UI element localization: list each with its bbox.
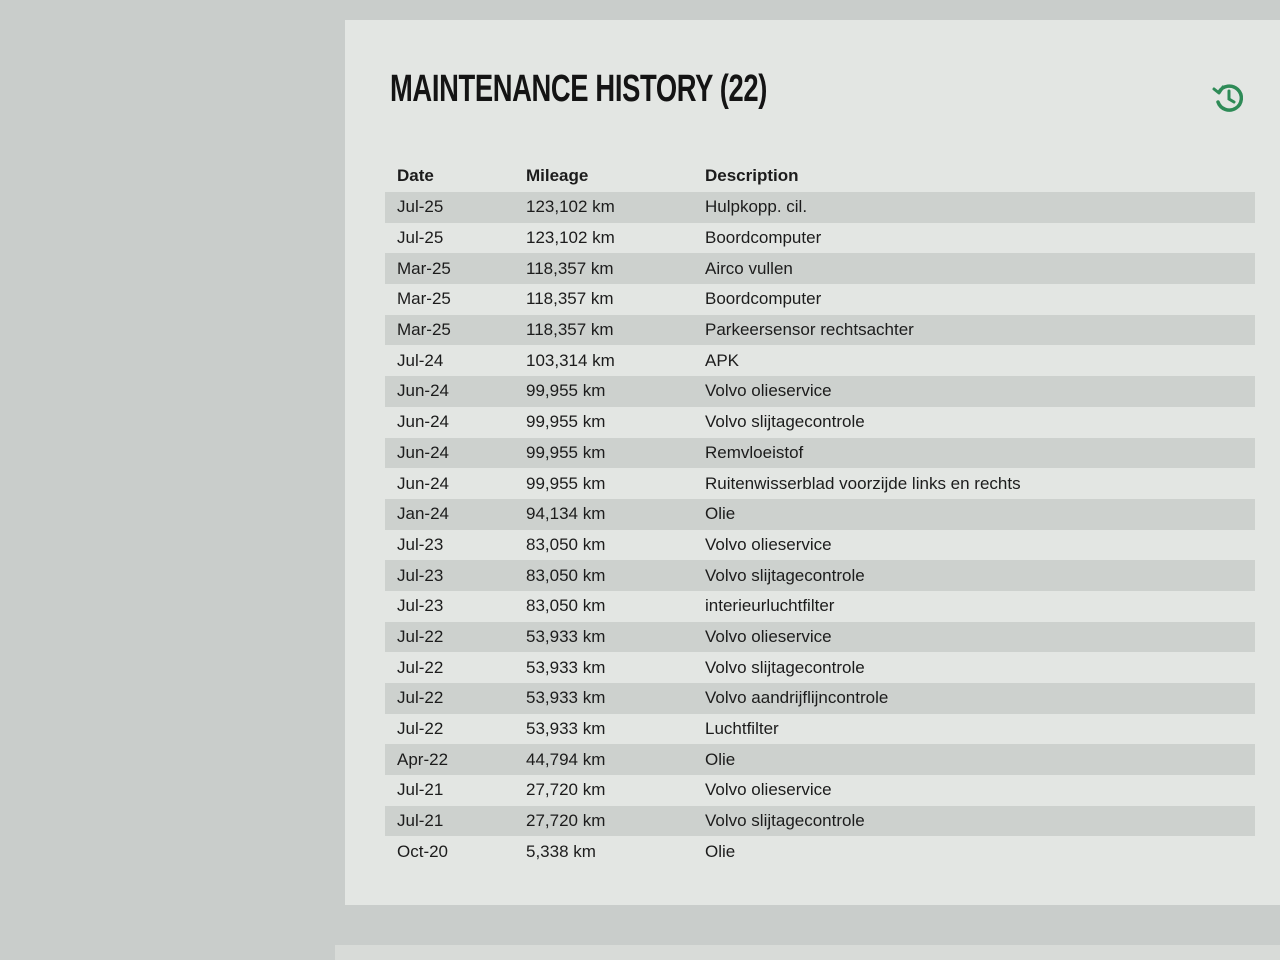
date-cell: Jul-25 [397,228,444,248]
maintenance-history-panel: MAINTENANCE HISTORY (22) Date Mileage De… [345,20,1280,905]
date-cell: Jul-21 [397,811,444,831]
date-cell: Jul-23 [397,565,444,585]
mileage-cell: 27,720 km [526,811,606,831]
mileage-cell: 53,933 km [526,688,606,708]
mileage-cell: 53,933 km [526,719,606,739]
mileage-cell: 103,314 km [526,350,615,370]
description-cell: Ruitenwisserblad voorzijde links en rech… [705,473,1021,493]
description-cell: Luchtfilter [705,719,779,739]
date-cell: Mar-25 [397,289,451,309]
date-cell: Jun-24 [397,442,449,462]
table-row: Jul-21 27,720 km Volvo olieservice [385,775,1255,806]
mileage-cell: 99,955 km [526,412,606,432]
table-row: Jan-24 94,134 km Olie [385,498,1255,530]
date-cell: Jul-25 [397,197,444,217]
table-row: Jul-22 53,933 km Luchtfilter [385,713,1255,745]
table-row: Jul-23 83,050 km Volvo slijtagecontrole [385,560,1255,591]
history-button[interactable] [1211,80,1247,116]
table-row: Jul-23 83,050 km Volvo olieservice [385,529,1255,561]
mileage-cell: 83,050 km [526,596,606,616]
mileage-cell: 99,955 km [526,442,606,462]
date-cell: Mar-25 [397,320,451,340]
description-cell: Volvo olieservice [705,780,832,800]
description-cell: interieurluchtfilter [705,596,835,616]
description-cell: Hulpkopp. cil. [705,197,808,217]
date-cell: Apr-22 [397,749,449,769]
table-row: Jun-24 99,955 km Volvo slijtagecontrole [385,406,1255,438]
mileage-cell: 99,955 km [526,473,606,493]
table-row: Apr-22 44,794 km Olie [385,744,1255,776]
date-cell: Jun-24 [397,473,449,493]
date-cell: Jan-24 [397,504,449,524]
table-row: Jul-25 123,102 km Hulpkopp. cil. [385,192,1255,223]
description-cell: Remvloeistof [705,442,804,462]
table-row: Jul-22 53,933 km Volvo aandrijflijncontrol… [385,683,1255,714]
description-cell: Olie [705,749,736,769]
table-row: Mar-25 118,357 km Boordcomputer [385,284,1255,315]
mileage-cell: 53,933 km [526,626,606,646]
date-cell: Jul-23 [397,596,444,616]
mileage-cell: 123,102 km [526,197,615,217]
table-row: Jul-22 53,933 km Volvo slijtagecontrole [385,652,1255,683]
description-cell: Volvo slijtagecontrole [705,657,865,677]
mileage-cell: 53,933 km [526,657,606,677]
date-cell: Jul-23 [397,534,444,554]
description-cell: Volvo olieservice [705,381,832,401]
mileage-cell: 5,338 km [526,841,596,861]
table-row: Jul-25 123,102 km Boordcomputer [385,222,1255,254]
description-cell: APK [705,350,740,370]
table-header-row: Date Mileage Description [385,160,1255,192]
description-cell: Olie [705,841,736,861]
table-row: Jun-24 99,955 km Volvo olieservice [385,376,1255,407]
mileage-cell: 27,720 km [526,780,606,800]
mileage-cell: 94,134 km [526,504,606,524]
date-cell: Jul-22 [397,626,444,646]
description-cell: Olie [705,504,736,524]
table-row: Jul-21 27,720 km Volvo slijtagecontrole [385,805,1255,837]
date-cell: Jun-24 [397,412,449,432]
date-cell: Jul-22 [397,657,444,677]
description-cell: Volvo slijtagecontrole [705,565,865,585]
description-cell: Parkeersensor rechtsachter [705,320,914,340]
date-cell: Jul-22 [397,688,444,708]
description-cell: Volvo olieservice [705,534,832,554]
date-cell: Jun-24 [397,381,449,401]
description-cell: Volvo slijtagecontrole [705,811,865,831]
mileage-cell: 83,050 km [526,565,606,585]
bottom-edge [335,945,1280,960]
mileage-cell: 118,357 km [526,258,614,278]
date-cell: Jul-24 [397,350,444,370]
date-cell: Jul-22 [397,719,444,739]
table-row: Jun-24 99,955 km Remvloeistof [385,437,1255,469]
mileage-cell: 44,794 km [526,749,606,769]
description-cell: Boordcomputer [705,228,822,248]
table-row: Oct-20 5,338 km Olie [385,836,1255,868]
page-title: MAINTENANCE HISTORY (22) [390,68,767,110]
table-row: Mar-25 118,357 km Parkeersensor rechtsacht… [385,314,1255,346]
date-cell: Jul-21 [397,780,444,800]
table-row: Jul-23 83,050 km interieurluchtfilter [385,590,1255,622]
maintenance-table: Date Mileage Description Jul-25 123,102 k… [385,160,1255,868]
description-cell: Volvo slijtagecontrole [705,412,865,432]
description-cell: Volvo olieservice [705,626,832,646]
mileage-cell: 123,102 km [526,228,615,248]
description-cell: Boordcomputer [705,289,822,309]
mileage-cell: 118,357 km [526,320,614,340]
description-cell: Airco vullen [705,258,793,278]
mileage-cell: 99,955 km [526,381,606,401]
date-cell: Oct-20 [397,841,449,861]
column-header-description: Description [705,166,799,185]
table-row: Jul-22 53,933 km Volvo olieservice [385,621,1255,653]
history-icon [1212,84,1244,112]
table-row: Mar-25 118,357 km Airco vullen [385,253,1255,285]
date-cell: Mar-25 [397,258,451,278]
table-row: Jul-24 103,314 km APK [385,345,1255,377]
column-header-mileage: Mileage [526,166,589,185]
column-header-date: Date [397,166,434,185]
description-cell: Volvo aandrijflijncontrole [705,688,889,708]
mileage-cell: 118,357 km [526,289,614,309]
mileage-cell: 83,050 km [526,534,606,554]
table-row: Jun-24 99,955 km Ruitenwisserblad voorzijd… [385,468,1255,499]
